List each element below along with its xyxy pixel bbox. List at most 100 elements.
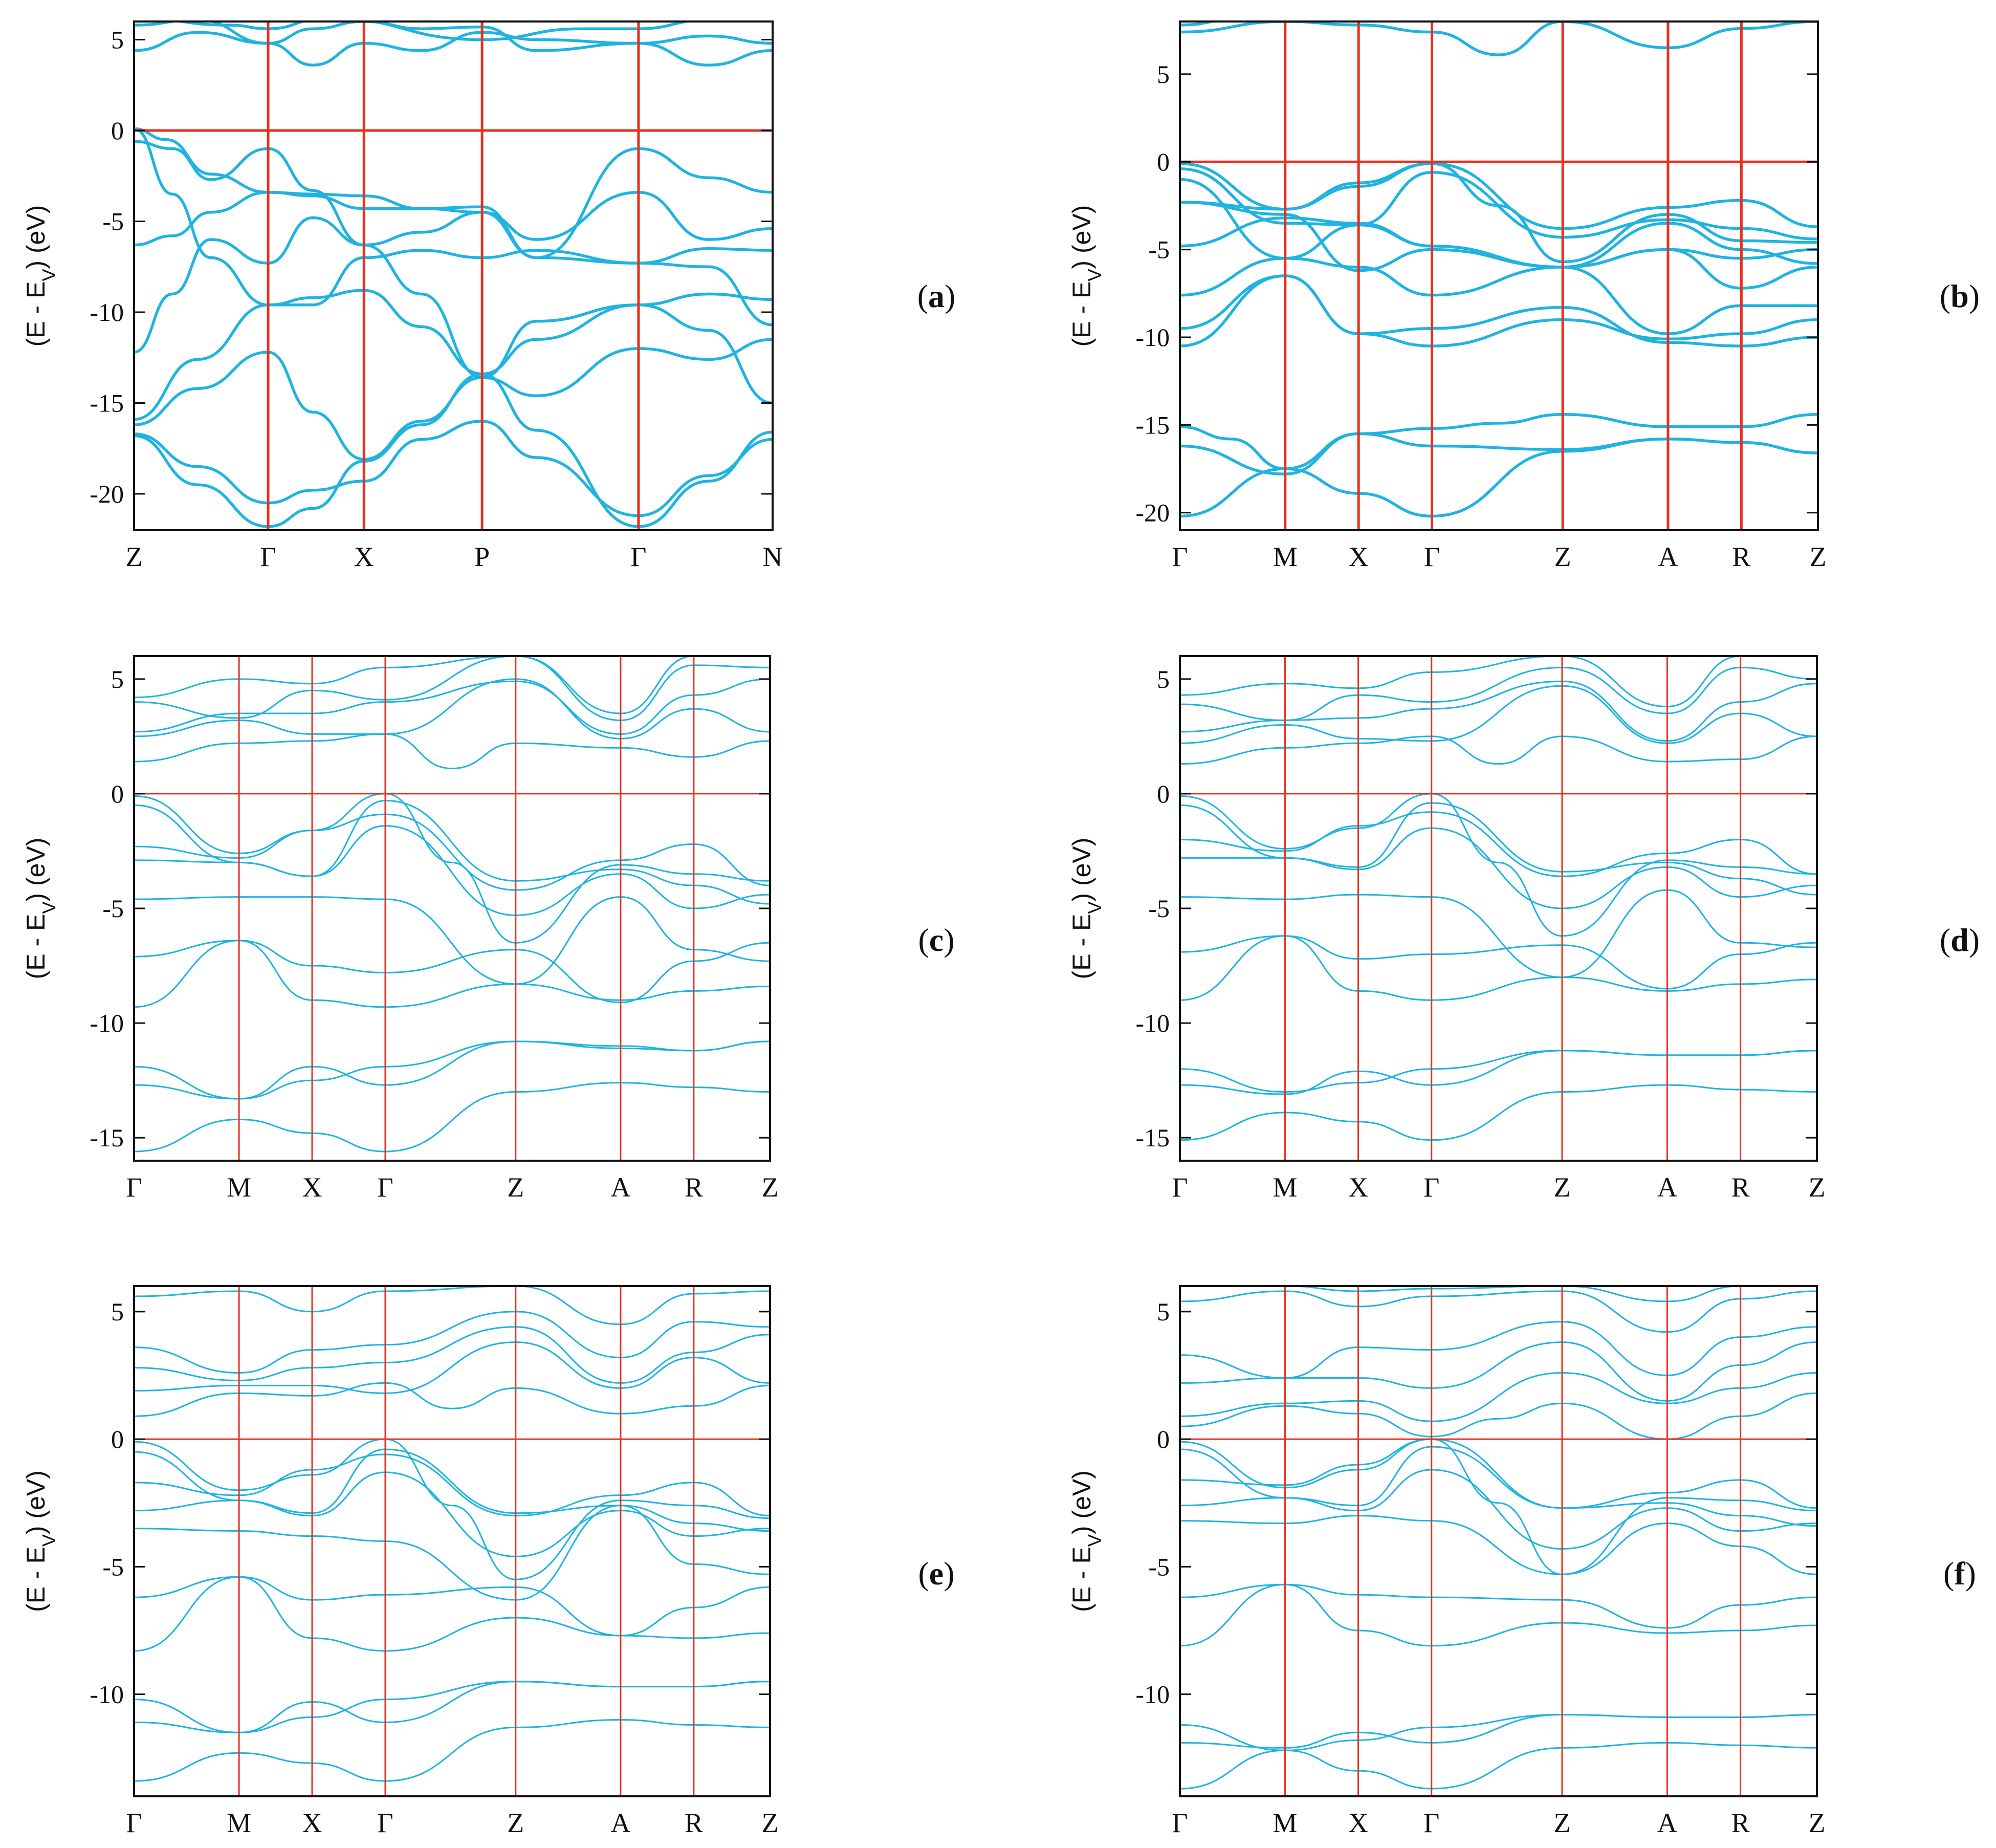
band-line	[134, 733, 770, 770]
x-tick-label: M	[227, 1808, 251, 1838]
plot-area	[134, 21, 773, 530]
band-line	[134, 420, 773, 517]
band-line	[1180, 1321, 1817, 1379]
band-line	[1180, 201, 1818, 272]
band-line	[1180, 656, 1817, 708]
y-axis-label: (E - EV) (eV)	[21, 1470, 59, 1612]
band-line	[134, 793, 770, 944]
y-tick-label: -15	[90, 389, 124, 418]
x-tick-label: A	[610, 1172, 630, 1203]
band-line	[134, 1311, 770, 1374]
x-tick-label: X	[1348, 1808, 1368, 1838]
band-line	[1180, 889, 1817, 978]
y-tick-label: -20	[90, 480, 124, 508]
x-tick-label: Z	[1809, 1808, 1826, 1838]
x-tick-label: Γ	[1423, 1172, 1439, 1203]
x-tick-label: Z	[1554, 1172, 1571, 1203]
x-tick-label: Γ	[126, 1172, 142, 1203]
band-line	[134, 940, 770, 1008]
y-axis-label: (E - EV) (eV)	[1067, 205, 1105, 347]
y-tick-label: 5	[1157, 1297, 1170, 1326]
y-tick-label: 5	[111, 1297, 124, 1326]
x-tick-label: A	[610, 1808, 630, 1838]
band-line	[134, 1471, 770, 1557]
band-line	[1180, 1290, 1817, 1333]
x-tick-label: N	[763, 541, 783, 572]
panel-label: (f)	[1943, 1555, 1976, 1592]
band-line	[1180, 1050, 1817, 1093]
band-line	[134, 896, 770, 985]
y-tick-label: 5	[111, 665, 124, 693]
y-axis-label: (E - EV) (eV)	[21, 205, 59, 347]
panel-label: (a)	[917, 278, 956, 314]
band-line	[134, 1082, 770, 1153]
x-tick-label: Z	[1554, 1808, 1571, 1838]
panel-a: 5 0 -5 -10 -15 -20 Z Γ X P Γ N (E - EV) (eV) (a)	[21, 20, 956, 572]
x-tick-label: X	[1348, 1172, 1368, 1203]
y-tick-label: -10	[1135, 1680, 1170, 1709]
panel-c: 50-5-10-15Γ M X Γ Z A R Z(E - EV) (eV)(c)	[21, 655, 955, 1203]
y-tick-label: -20	[1135, 498, 1170, 527]
y-tick-label: 0	[111, 779, 124, 808]
panel-label: (b)	[1940, 278, 1980, 314]
band-line	[1180, 1438, 1817, 1509]
x-tick-label: Γ	[1172, 1172, 1188, 1203]
band-line	[1180, 935, 1817, 990]
y-axis-label: (E - EV) (eV)	[21, 838, 59, 980]
y-tick-label: -15	[90, 1123, 124, 1152]
band-line	[134, 303, 773, 461]
band-line	[1180, 438, 1818, 518]
y-axis-label: (E - EV) (eV)	[1067, 838, 1105, 980]
band-line	[1180, 256, 1818, 335]
plot-area	[1180, 21, 1818, 530]
band-line	[134, 678, 770, 740]
band-line	[1180, 1713, 1817, 1749]
x-tick-label: R	[685, 1172, 703, 1203]
x-tick-label: Γ	[1423, 1808, 1439, 1838]
y-tick-label: -15	[1135, 1123, 1170, 1152]
plot-frame	[1179, 20, 1819, 531]
panel-e: 5 0 -5 -10 Γ M X Γ Z A R Z (E - EV) (eV) (e)	[21, 1285, 955, 1838]
band-line	[134, 1382, 770, 1417]
band-line	[1180, 935, 1817, 1001]
x-tick-label: X	[302, 1808, 322, 1838]
y-tick-label: -10	[90, 1680, 124, 1709]
panel-label: (e)	[918, 1555, 954, 1592]
y-tick-label: -10	[1135, 1009, 1170, 1037]
band-line	[1180, 685, 1817, 744]
band-line	[134, 1453, 770, 1517]
x-tick-label: Γ	[1172, 1808, 1188, 1838]
x-tick-label: Z	[762, 1808, 779, 1838]
y-tick-label: 0	[1157, 147, 1170, 176]
x-tick-label: A	[1658, 541, 1678, 572]
x-tick-label: M	[1273, 541, 1298, 572]
x-tick-label: M	[1273, 1172, 1297, 1203]
band-line	[1180, 1438, 1817, 1575]
x-tick-label: R	[1732, 541, 1750, 572]
band-line	[1180, 827, 1817, 909]
x-tick-label: Z	[507, 1172, 524, 1203]
x-tick-label: Z	[1810, 541, 1827, 572]
band-line	[134, 678, 770, 735]
plot-area	[1180, 656, 1817, 1161]
y-tick-label: 5	[1157, 665, 1170, 693]
y-tick-label: 5	[111, 26, 124, 54]
plot-frame	[133, 1285, 771, 1797]
x-tick-label: Z	[1809, 1172, 1826, 1203]
band-line	[134, 127, 773, 327]
panel-b: 50-5-10-15-20Γ M X Γ Z A R Z(E - EV) (eV)(b)	[1067, 20, 1980, 572]
band-line	[134, 1040, 770, 1100]
band-line	[134, 1326, 770, 1384]
band-line	[134, 1505, 770, 1601]
y-tick-label: 0	[1157, 779, 1170, 808]
band-line	[1180, 1515, 1817, 1575]
y-axis-label: (E - EV) (eV)	[1067, 1470, 1105, 1612]
band-line	[1180, 1372, 1817, 1422]
y-tick-label: -10	[90, 298, 124, 327]
x-tick-label: Γ	[1172, 541, 1188, 572]
y-tick-label: 0	[111, 1425, 124, 1453]
band-line	[1180, 811, 1817, 877]
x-tick-label: Z	[507, 1808, 524, 1838]
x-tick-label: R	[1731, 1808, 1750, 1838]
x-tick-label: Z	[126, 541, 143, 572]
